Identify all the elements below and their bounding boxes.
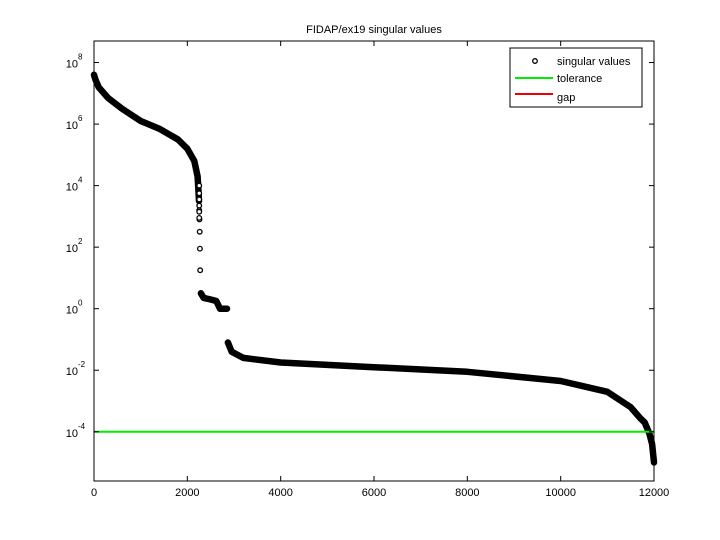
legend-label-tolerance: tolerance [557,73,602,85]
legend-marker-icon [532,58,538,64]
data-point-marker [196,228,203,235]
data-point-marker [196,202,203,209]
singular-values-curve [90,71,203,205]
y-tick-label: 10 [66,305,78,317]
x-tick-label: 0 [91,487,97,499]
data-point-marker [196,214,203,221]
data-point-marker [196,182,203,189]
y-tick-exponent: 8 [78,53,83,62]
data-point-marker [196,245,203,252]
legend-label-gap: gap [557,92,575,104]
data-point-marker [196,208,203,215]
y-tick-label: 10 [66,366,78,378]
y-tick-label: 10 [66,428,78,440]
x-tick-label: 10000 [545,487,576,499]
x-tick-label: 4000 [268,487,292,499]
data-point-marker [196,196,203,203]
singular-values-curve [224,339,658,466]
chart-title: FIDAP/ex19 singular values [306,24,442,36]
plot-area [90,71,658,466]
x-tick-label: 6000 [362,487,386,499]
y-tick-label: 10 [66,120,78,132]
y-tick-label: 10 [66,182,78,194]
y-tick-exponent: 2 [78,237,83,246]
data-point-marker [197,267,204,274]
y-tick-exponent: -2 [78,360,86,369]
x-tick-label: 8000 [455,487,479,499]
y-tick-exponent: 6 [78,114,83,123]
data-point-marker [196,190,203,197]
y-tick-exponent: 4 [78,176,83,185]
x-tick-label: 2000 [175,487,199,499]
y-tick-label: 10 [66,243,78,255]
x-tick-label: 12000 [639,487,670,499]
legend-label-singular-values: singular values [557,56,631,68]
y-tick-label: 10 [66,59,78,71]
y-tick-exponent: -4 [78,422,86,431]
y-tick-exponent: 0 [78,299,83,308]
x-axis: 0 2000 4000 6000 8000 10000 12000 [91,41,669,499]
singular-values-curve [197,290,231,312]
legend: singular values tolerance gap [509,47,643,108]
